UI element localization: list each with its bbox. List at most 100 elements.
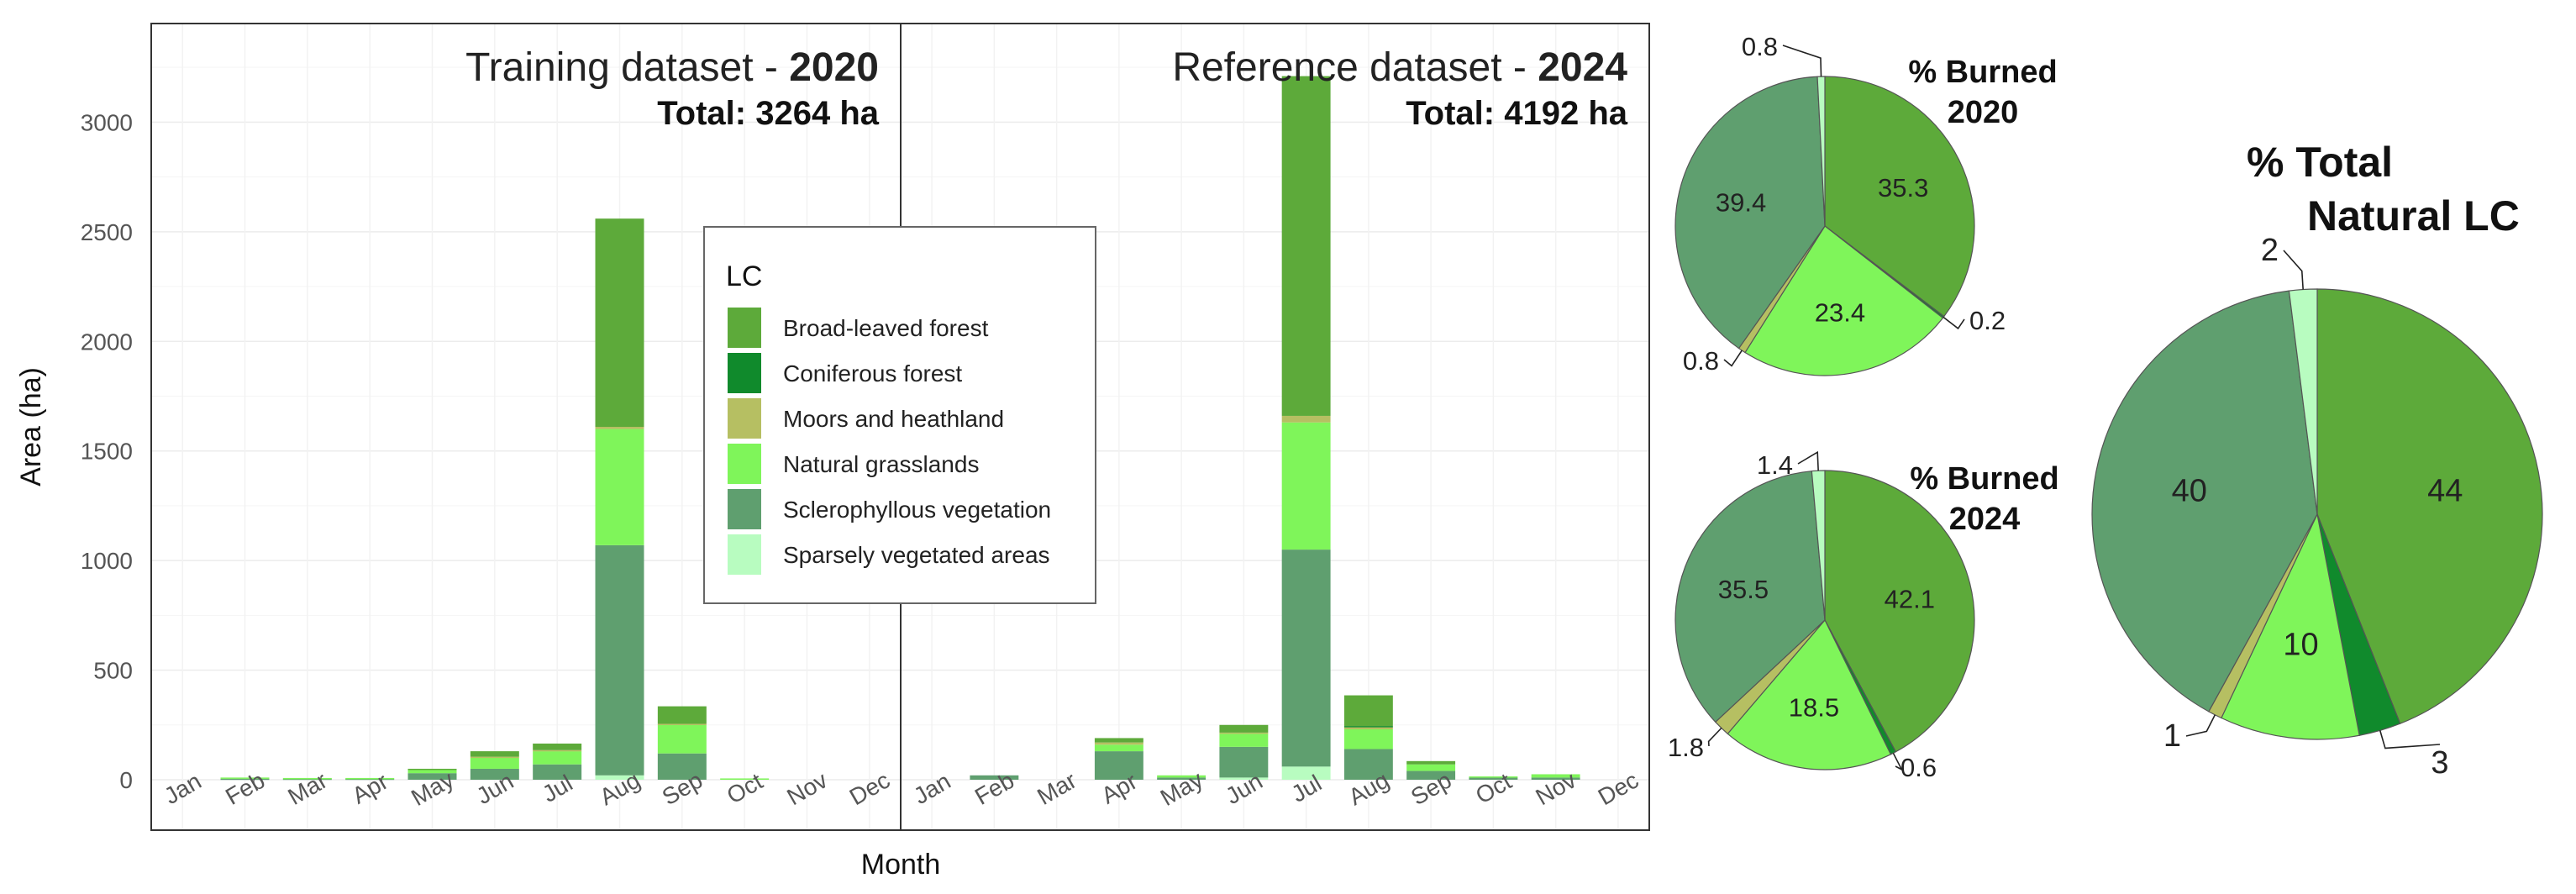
pie-leader-line — [1723, 350, 1743, 367]
pie-slice-natural-grasslands — [1744, 225, 1944, 376]
pie-slice-natural-grasslands — [1727, 618, 1892, 770]
pie-title-line: 2024 — [1949, 502, 2021, 537]
bar-sclerophyllous-vegetation-feb — [220, 778, 270, 781]
legend-label-sclerophyllous-vegetation: Sclerophyllous vegetation — [783, 497, 1051, 523]
bar-natural-grasslands-sep — [657, 724, 707, 754]
bar-sclerophyllous-vegetation-jun — [1219, 746, 1269, 778]
pie-burned-2024: 42.1 0.6 18.5 1.8 35.5 1.4 % Burned 2024 — [1668, 450, 2059, 782]
x-tick-label: Jan — [160, 768, 206, 809]
pie-leader-line — [1707, 727, 1722, 747]
x-axis-label: Month — [861, 849, 941, 881]
legend-title: LC — [726, 260, 762, 292]
bar-sclerophyllous-vegetation-jun — [470, 768, 519, 780]
bar-broad-leaved-forest-jun — [470, 751, 519, 757]
bar-sclerophyllous-vegetation-aug — [1343, 749, 1393, 780]
pie-label-coniferous-forest: 3 — [2431, 745, 2448, 781]
bar-broad-leaved-forest-may — [407, 768, 457, 770]
facet-title-year: 2024 — [1538, 45, 1627, 90]
pie-title-line: 2020 — [1948, 95, 2019, 130]
facet-title-prefix: Reference dataset - — [1172, 45, 1538, 90]
y-tick-label: 500 — [93, 658, 133, 684]
pie-slice-broad-leaved-forest — [1824, 470, 1975, 753]
bar-coniferous-forest-aug — [1343, 726, 1393, 728]
facet-total-label: Total: 4192 ha — [1406, 95, 1628, 132]
legend: LC Broad-leaved forest Coniferous forest Mo… — [703, 226, 1096, 604]
pie-slice-natural-grasslands — [2221, 513, 2360, 740]
facet-title-prefix: Training dataset - — [465, 45, 789, 90]
x-tick-label: Oct — [1471, 768, 1516, 809]
bar-natural-grasslands-aug — [1343, 729, 1393, 749]
pie-label-broad-leaved-forest: 44 — [2427, 474, 2463, 509]
bar-natural-grasslands-jul — [1281, 422, 1331, 550]
x-tick-label: Jan — [909, 768, 955, 809]
pie-burned-2020: 35.3 0.2 23.4 0.8 39.4 0.8 % Burned 2020 — [1674, 32, 2058, 376]
bar-natural-grasslands-feb — [220, 777, 270, 779]
pie-title-line: Natural LC — [2307, 192, 2520, 239]
legend-label-sparsely-vegetated-areas: Sparsely vegetated areas — [783, 542, 1050, 568]
bar-natural-grasslands-apr — [1094, 744, 1143, 752]
bar-broad-leaved-forest-aug — [595, 218, 644, 427]
pie-label-natural-grasslands: 18.5 — [1789, 692, 1839, 722]
x-tick-label: Oct — [723, 768, 767, 809]
pie-label-moors-and-heathland: 1 — [2163, 718, 2181, 754]
bar-broad-leaved-forest-jul — [533, 743, 582, 750]
legend-box — [703, 226, 1096, 604]
legend-swatch-natural-grasslands — [728, 444, 761, 484]
pie-title-line: % Total — [2247, 139, 2393, 186]
bar-moors-and-heathland-jul — [1281, 415, 1331, 423]
bar-sparsely-vegetated-areas-aug — [595, 775, 644, 780]
bar-natural-grasslands-may — [407, 770, 457, 774]
pie-label-moors-and-heathland: 0.8 — [1683, 346, 1719, 376]
pie-label-broad-leaved-forest: 35.3 — [1878, 173, 1928, 202]
legend-swatch-moors-and-heathland — [728, 398, 761, 439]
legend-swatch-broad-leaved-forest — [728, 308, 761, 348]
x-tick-label: Feb — [221, 767, 269, 810]
legend-swatch-sclerophyllous-vegetation — [728, 489, 761, 529]
y-tick-label: 3000 — [81, 109, 133, 135]
pie-slice-sparsely-vegetated-areas — [1816, 76, 1826, 227]
legend-swatch-sparsely-vegetated-areas — [728, 534, 761, 575]
facet-panel-2024: Jan Feb Mar Apr May Jun Jul Aug Sep Oct Nov DecRefe… — [901, 24, 1649, 830]
pie-slice-sclerophyllous-vegetation — [1674, 76, 1826, 350]
bar-broad-leaved-forest-aug — [1343, 695, 1393, 727]
bar-natural-grasslands-jul — [533, 751, 582, 765]
bar-sclerophyllous-vegetation-nov — [1531, 777, 1580, 780]
bar-sclerophyllous-vegetation-feb — [970, 775, 1019, 780]
y-tick-label: 2500 — [81, 219, 133, 245]
pie-leader-line — [2185, 714, 2216, 737]
bar-sclerophyllous-vegetation-mar — [282, 778, 332, 781]
bar-moors-and-heathland-jul — [533, 749, 582, 752]
bar-natural-grasslands-apr — [345, 777, 395, 780]
pie-slice-sclerophyllous-vegetation — [2091, 290, 2318, 713]
pie-label-sparsely-vegetated-areas: 0.8 — [1742, 32, 1778, 61]
pie-label-natural-grasslands: 10 — [2283, 627, 2318, 662]
bar-sclerophyllous-vegetation-apr — [345, 778, 395, 781]
pie-label-broad-leaved-forest: 42.1 — [1885, 585, 1935, 614]
y-tick-label: 1500 — [81, 439, 133, 465]
legend-swatch-coniferous-forest — [728, 353, 761, 393]
bar-broad-leaved-forest-apr — [1094, 738, 1143, 743]
bar-moors-and-heathland-apr — [1094, 742, 1143, 745]
x-tick-label: Apr — [348, 768, 392, 809]
bar-sclerophyllous-vegetation-may — [1157, 777, 1207, 780]
pie-label-sclerophyllous-vegetation: 39.4 — [1716, 187, 1766, 217]
y-tick-label: 0 — [119, 767, 133, 793]
y-tick-label: 1000 — [81, 548, 133, 574]
bar-sclerophyllous-vegetation-aug — [595, 544, 644, 776]
bar-sclerophyllous-vegetation-may — [407, 773, 457, 780]
bar-natural-grasslands-jun — [470, 757, 519, 769]
pie-title-line: % Burned — [1908, 55, 2057, 90]
pie-charts: 35.3 0.2 23.4 0.8 39.4 0.8 % Burned 2020 42.1 0.6… — [1668, 32, 2543, 782]
pie-slice-sparsely-vegetated-areas — [1811, 470, 1826, 621]
bar-natural-grasslands-oct — [720, 778, 770, 780]
pie-leader-line — [1943, 316, 1965, 330]
bar-moors-and-heathland-aug — [1343, 727, 1393, 729]
bar-sclerophyllous-vegetation-jul — [1281, 550, 1331, 767]
bar-natural-grasslands-oct — [1469, 776, 1518, 778]
pie-label-natural-grasslands: 23.4 — [1815, 298, 1865, 328]
pie-slice-sclerophyllous-vegetation — [1674, 471, 1826, 723]
bar-natural-grasslands-jun — [1219, 734, 1269, 747]
pie-label-sparsely-vegetated-areas: 2 — [2261, 233, 2279, 268]
pie-leader-line — [2379, 730, 2441, 749]
